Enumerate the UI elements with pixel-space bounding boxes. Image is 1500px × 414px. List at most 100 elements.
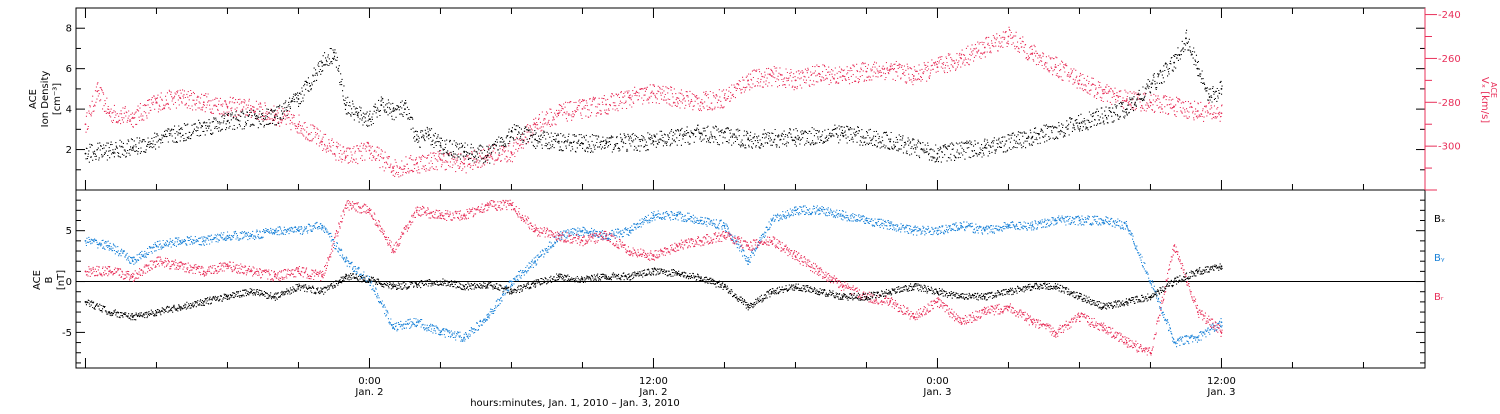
top-ytick-label: 6 <box>66 64 72 75</box>
top-panel-series <box>84 26 1223 178</box>
vx-series-point <box>1007 35 1010 38</box>
vx-series-point <box>605 103 608 106</box>
density-series-point <box>84 152 87 155</box>
bz-series-point <box>676 245 679 247</box>
bz-series-point <box>1102 326 1105 329</box>
bx-series-trace <box>85 263 1223 321</box>
bz-series-point <box>439 214 442 217</box>
by-series-point <box>273 229 276 232</box>
density-series-point <box>321 61 324 64</box>
density-series-point <box>1173 61 1176 64</box>
vx-series-point <box>628 97 631 99</box>
bx-series-point <box>605 275 608 278</box>
vx-series-point <box>392 167 395 169</box>
density-series-point <box>889 140 892 143</box>
vx-series-point <box>297 123 300 126</box>
bottom-ylabel-line: ACE <box>32 270 43 290</box>
top-ytick-label: 2 <box>66 145 72 156</box>
bx-series-point <box>131 316 134 319</box>
bz-series-point <box>321 275 324 278</box>
density-series-point <box>1125 108 1128 111</box>
vx-series-point <box>226 105 229 108</box>
right-ylabel-super: ACE <box>1489 82 1498 98</box>
plot-frames <box>75 7 1426 369</box>
bx-series-point <box>510 290 513 293</box>
bx-series-point <box>273 295 276 298</box>
bottom-ytick-label: -5 <box>62 328 72 339</box>
by-series-point <box>486 316 489 319</box>
right-ytick-label: -240 <box>1438 10 1461 21</box>
xtick-day-label: Jan. 2 <box>354 387 383 398</box>
xtick-time-label: 0:00 <box>358 376 380 387</box>
legend-bx: Bₓ <box>1434 214 1445 225</box>
by-series-point <box>1102 219 1105 222</box>
bx-series-point <box>581 278 584 281</box>
vx-series-point <box>723 97 726 99</box>
density-series-point <box>333 51 335 54</box>
right-ytick-label: -300 <box>1438 142 1461 153</box>
vx-series-point <box>676 97 679 99</box>
xtick-day-label: Jan. 3 <box>922 387 951 398</box>
bottom-panel-frame <box>75 189 1426 369</box>
density-series-point <box>557 140 560 143</box>
bx-series-point <box>983 295 986 298</box>
top-ylabel-line: [cm⁻³] <box>52 83 63 115</box>
by-series-point <box>889 224 892 227</box>
bz-series-point <box>273 275 276 278</box>
bz-series-point <box>652 255 655 258</box>
top-ylabel-line: ACE <box>28 89 39 109</box>
bottom-ylabel-line: [nT] <box>56 270 67 290</box>
by-series-point <box>628 229 631 232</box>
bx-series <box>84 263 1223 321</box>
density-series-point <box>794 136 797 139</box>
right-ylabel: Vₓ [km/s] <box>1479 77 1490 123</box>
bz-series <box>84 199 1223 356</box>
bottom-panel-ticks: -5 0 5 <box>62 199 1425 364</box>
by-series-point <box>131 260 134 263</box>
xtick-time-label: 12:00 <box>639 376 668 387</box>
density-series-point <box>344 104 347 106</box>
vx-series-point <box>250 107 253 110</box>
by-series-point <box>747 260 750 263</box>
vx-series-point <box>1196 110 1199 112</box>
bx-series-point <box>486 283 489 286</box>
bz-series-point <box>1173 245 1176 247</box>
vx-series-point <box>1125 99 1128 101</box>
by-series-point <box>202 239 205 242</box>
vx-series-point <box>344 156 347 159</box>
bz-series-point <box>486 204 489 207</box>
vx-series-point <box>1102 92 1105 95</box>
vx-series-point <box>652 92 655 95</box>
x-axis-label: hours:minutes, Jan. 1, 2010 – Jan. 3, 20… <box>470 398 680 409</box>
density-series <box>84 29 1223 164</box>
density-series-point <box>1031 136 1034 139</box>
density-series-point <box>404 108 406 111</box>
density-series-point <box>983 146 986 149</box>
bx-series-point <box>865 295 868 298</box>
density-series-point <box>1220 87 1223 90</box>
by-series <box>84 205 1223 348</box>
right-ytick-label: -260 <box>1438 54 1461 65</box>
axis-labels: ACE Ion Density [cm⁻³]ACE B [nT]Vₓ [km/s] ACE… <box>28 71 1498 303</box>
vx-series-point <box>1078 79 1081 82</box>
density-series-trace <box>85 29 1223 164</box>
vx-series-point <box>202 101 205 104</box>
bottom-ytick-label: 5 <box>66 226 72 237</box>
by-series-point <box>1031 224 1034 227</box>
by-series-trace <box>85 205 1223 348</box>
vx-series-point <box>936 66 939 69</box>
bz-series-point <box>534 229 537 232</box>
bx-series-point <box>415 283 418 286</box>
vx-series-trace <box>85 26 1223 178</box>
density-series-point <box>179 132 182 135</box>
vx-series-point <box>1220 112 1223 115</box>
vx-series <box>84 26 1223 178</box>
by-series-point <box>652 214 655 217</box>
xtick-day-label: Jan. 3 <box>1206 387 1235 398</box>
bottom-ytick-label: 0 <box>66 277 72 288</box>
density-series-point <box>380 104 383 106</box>
bz-series-point <box>108 270 111 273</box>
legend-bz: Bᵣ <box>1434 292 1444 303</box>
by-series-point <box>226 234 229 237</box>
